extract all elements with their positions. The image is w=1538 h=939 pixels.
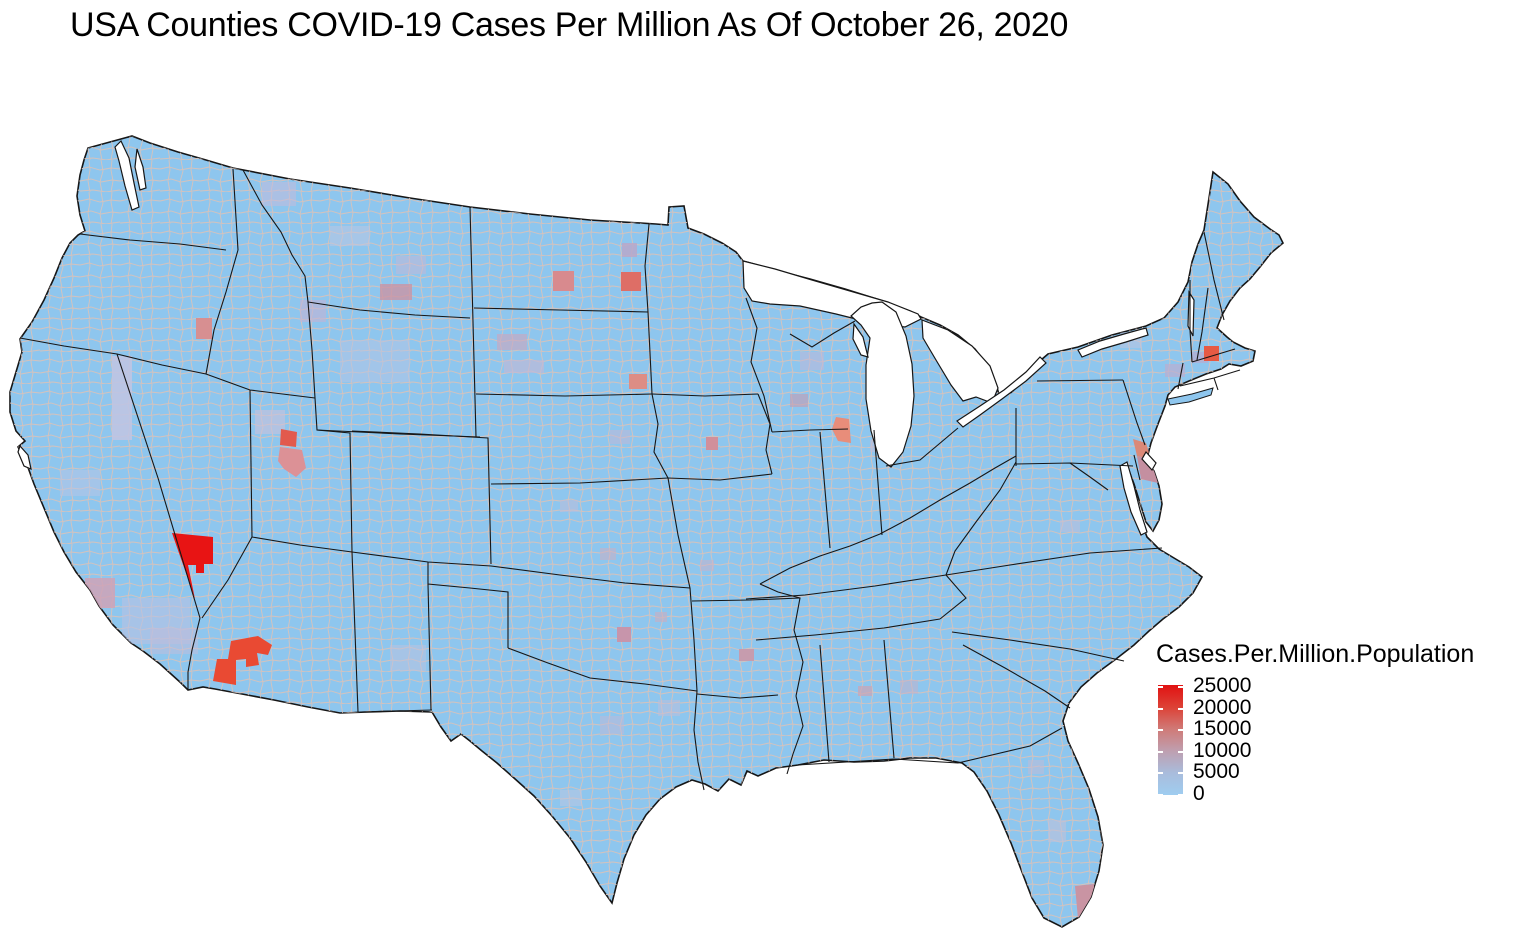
- hotspot-county: [278, 447, 306, 477]
- chesapeake-bay: [1119, 461, 1148, 536]
- faint-county: [600, 716, 624, 734]
- faint-county: [600, 548, 616, 560]
- legend-gradient-bar: [1158, 685, 1183, 796]
- hotspot-county: [1204, 346, 1219, 361]
- legend-tick: [1178, 772, 1183, 775]
- hotspot-county: [172, 533, 213, 599]
- faint-county: [655, 612, 667, 622]
- hotspot-county: [832, 417, 851, 443]
- faint-county: [800, 352, 824, 370]
- green-bay: [852, 322, 869, 358]
- legend-tick: [1158, 686, 1163, 688]
- faint-county: [150, 628, 198, 654]
- hotspot-county: [706, 437, 718, 450]
- legend-tick: [1158, 794, 1163, 796]
- faint-county: [980, 332, 1002, 348]
- legend-tick: [1158, 707, 1163, 710]
- faint-county: [255, 410, 285, 434]
- hotspot-county: [621, 272, 641, 291]
- faint-county-layer: [60, 182, 1208, 842]
- legend-tick: [1178, 750, 1183, 753]
- hotspot-county: [629, 374, 647, 389]
- faint-county: [330, 226, 370, 246]
- lake-huron: [921, 319, 999, 404]
- puget-sound: [114, 139, 140, 211]
- legend-tick-label: 25000: [1193, 674, 1252, 697]
- hotspot-county: [280, 429, 297, 447]
- legend-tick: [1158, 772, 1163, 775]
- faint-county: [900, 680, 918, 694]
- plot-title: USA Counties COVID-19 Cases Per Million …: [70, 6, 1069, 44]
- legend-tick-label: 5000: [1193, 760, 1240, 784]
- legend-tick: [1178, 794, 1183, 796]
- faint-county: [504, 360, 544, 373]
- lake-ontario: [1077, 327, 1149, 358]
- faint-county: [340, 340, 410, 382]
- state-boundaries: [19, 168, 1241, 791]
- legend-tick-label: 15000: [1193, 717, 1252, 741]
- hotspot-county: [553, 271, 574, 291]
- legend-tick: [1158, 750, 1163, 753]
- faint-county: [622, 243, 637, 257]
- faint-county: [560, 500, 578, 512]
- faint-county: [396, 256, 426, 274]
- faint-county: [380, 284, 412, 300]
- lake-erie: [956, 356, 1047, 428]
- faint-county: [560, 790, 582, 806]
- legend-tick-label: 20000: [1193, 695, 1252, 719]
- long-island: [1167, 387, 1214, 406]
- faint-county: [700, 560, 714, 571]
- faint-county: [300, 300, 326, 322]
- san-francisco-bay: [17, 444, 32, 471]
- faint-county: [1165, 364, 1185, 377]
- water-bodies: [17, 139, 1195, 536]
- hotspot-county: [213, 636, 272, 685]
- faint-county: [262, 182, 296, 206]
- puget-sound-inlet: [134, 148, 147, 191]
- faint-county: [85, 578, 115, 608]
- hotspot-county: [1075, 884, 1096, 922]
- faint-county: [1060, 520, 1080, 532]
- hotspot-county: [739, 649, 754, 661]
- faint-county: [658, 700, 680, 716]
- faint-county: [112, 356, 132, 440]
- legend-tick-label: 0: [1193, 782, 1205, 805]
- legend-tick: [1158, 729, 1163, 732]
- legend-tick: [1178, 686, 1183, 688]
- faint-county: [790, 394, 808, 407]
- faint-county: [1028, 760, 1044, 774]
- faint-county: [1048, 820, 1066, 842]
- hotspot-county: [1137, 456, 1158, 483]
- faint-county: [390, 645, 426, 671]
- faint-county: [858, 686, 872, 696]
- faint-county: [610, 430, 630, 444]
- legend-title: Cases.Per.Million.Population: [1156, 640, 1475, 668]
- hotspot-county: [196, 318, 212, 339]
- faint-county: [60, 470, 100, 496]
- faint-county: [497, 334, 527, 350]
- legend-tick: [1178, 729, 1183, 732]
- delaware-bay: [1141, 450, 1157, 472]
- legend-tick-label: 10000: [1193, 738, 1252, 762]
- county-boundaries-texture: [10, 136, 1283, 927]
- hotspot-county-layer: [172, 271, 1219, 922]
- hotspot-county: [617, 627, 631, 642]
- faint-county: [1192, 352, 1208, 363]
- legend-tick: [1178, 707, 1183, 710]
